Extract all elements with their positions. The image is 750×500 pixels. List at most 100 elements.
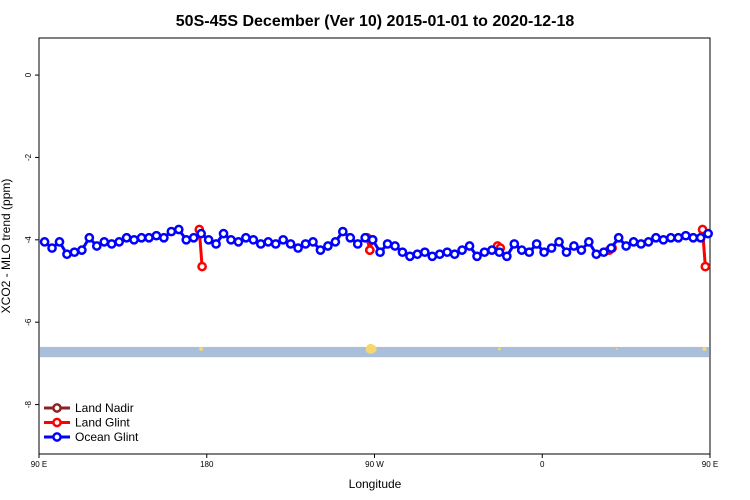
ocean-glint-point [569,241,579,251]
ocean-glint-point [84,232,95,243]
ocean-glint-point [375,247,385,258]
x-tick-label: 0 [540,460,545,469]
ocean-glint-point [546,243,557,253]
chart-title: 50S-45S December (Ver 10) 2015-01-01 to … [176,13,575,30]
legend-label: Ocean Glint [75,430,139,444]
legend-label: Land Nadir [75,401,134,415]
y-tick-label: -4 [24,236,33,244]
ocean-glint-point [479,247,490,258]
ocean-glint-point [99,237,110,247]
land-glint-point [364,245,375,255]
legend-marker [52,403,62,413]
ocean-glint-point [501,251,512,262]
ocean-glint-point [434,249,445,260]
ocean-glint-point [360,232,371,243]
ocean-glint-point [539,247,549,258]
ocean-glint-point [621,241,631,251]
ocean-glint-point [330,237,341,247]
legend-entry: Ocean Glint [44,430,139,444]
ocean-glint-point [69,247,80,258]
ocean-glint-point [129,234,139,245]
ocean-glint-point [643,237,654,247]
ocean-glint-point [598,247,609,258]
ocean-glint-point [159,232,169,243]
ocean-glint-point [233,237,244,247]
ocean-glint-point [703,228,713,239]
ocean-glint-point [606,243,617,253]
series-layer [39,224,713,272]
ocean-glint-point [151,230,162,241]
ocean-glint-point [576,245,587,255]
ocean-glint-point [680,230,691,241]
x-tick-label: 180 [200,460,214,469]
ocean-glint-point [651,232,661,243]
legend-label: Land Glint [75,416,130,430]
ocean-glint-point [695,232,706,243]
y-tick-label: -6 [24,318,33,326]
ocean-glint-point [188,232,199,243]
ocean-glint-point [166,226,177,237]
legend-entry: Land Glint [44,416,130,430]
ocean-glint-point [47,243,57,253]
ocean-glint-point [248,234,259,245]
legend-marker [52,417,62,428]
x-tick-label: 90 W [365,460,384,469]
band-marker [702,346,707,351]
ocean-glint-point [255,239,266,249]
ocean-glint-point [367,234,378,245]
ocean-glint-point [554,237,564,247]
ocean-glint-point [144,232,154,243]
ocean-glint-point [509,239,520,249]
ocean-glint-point [106,239,117,249]
ocean-glint-point [211,239,221,249]
ocean-glint-point [263,237,274,247]
ocean-glint-point [613,232,624,243]
ocean-glint-point [673,232,684,243]
ocean-glint-point [136,232,147,243]
ocean-glint-point [39,237,50,247]
y-axis: 0 -2 -4 -6 -8 [24,72,39,408]
ocean-glint-point [464,241,475,251]
ocean-glint-point [457,245,467,255]
ocean-glint-point [472,251,482,262]
ocean-glint-point [561,247,572,258]
land-glint-point [197,261,207,272]
ocean-glint-point [427,251,438,262]
land-glint-markers-band [199,343,707,354]
ocean-glint-point [270,239,281,249]
ocean-glint-point [352,239,363,249]
legend-marker [52,432,62,442]
ocean-glint-point [524,247,535,258]
y-axis-label: XCO2 - MLO trend (ppm) [0,179,13,314]
ocean-glint-point [241,232,251,243]
ocean-glint-point [345,232,356,243]
ocean-glint-point [54,237,65,247]
ocean-glint-point [412,249,423,260]
y-tick-label: 0 [24,72,33,77]
ocean-glint-point [397,247,408,258]
ocean-glint-point [285,239,296,249]
land-glint-point [700,261,711,272]
ocean-glint-point [278,234,289,245]
ocean-glint-point [196,228,207,239]
ocean-glint-point [62,249,72,260]
y-tick-label: -2 [24,153,33,161]
ocean-glint-point [308,237,318,247]
ocean-glint-point [382,239,393,249]
ocean-glint-point [315,245,326,255]
ocean-glint-point [658,234,669,245]
ocean-glint-point [449,249,460,260]
ocean-glint-point [494,247,505,258]
ocean-glint-point [323,241,333,251]
ocean-glint-point [583,237,594,247]
x-tick-label: 90 E [31,460,47,469]
ocean-glint-point [666,232,676,243]
band-marker [497,347,501,351]
ocean-glint-point [218,228,229,239]
ocean-glint-point [531,239,542,249]
band-marker [199,346,204,351]
ocean-glint-point [121,232,132,243]
ocean-glint-point [203,234,214,245]
